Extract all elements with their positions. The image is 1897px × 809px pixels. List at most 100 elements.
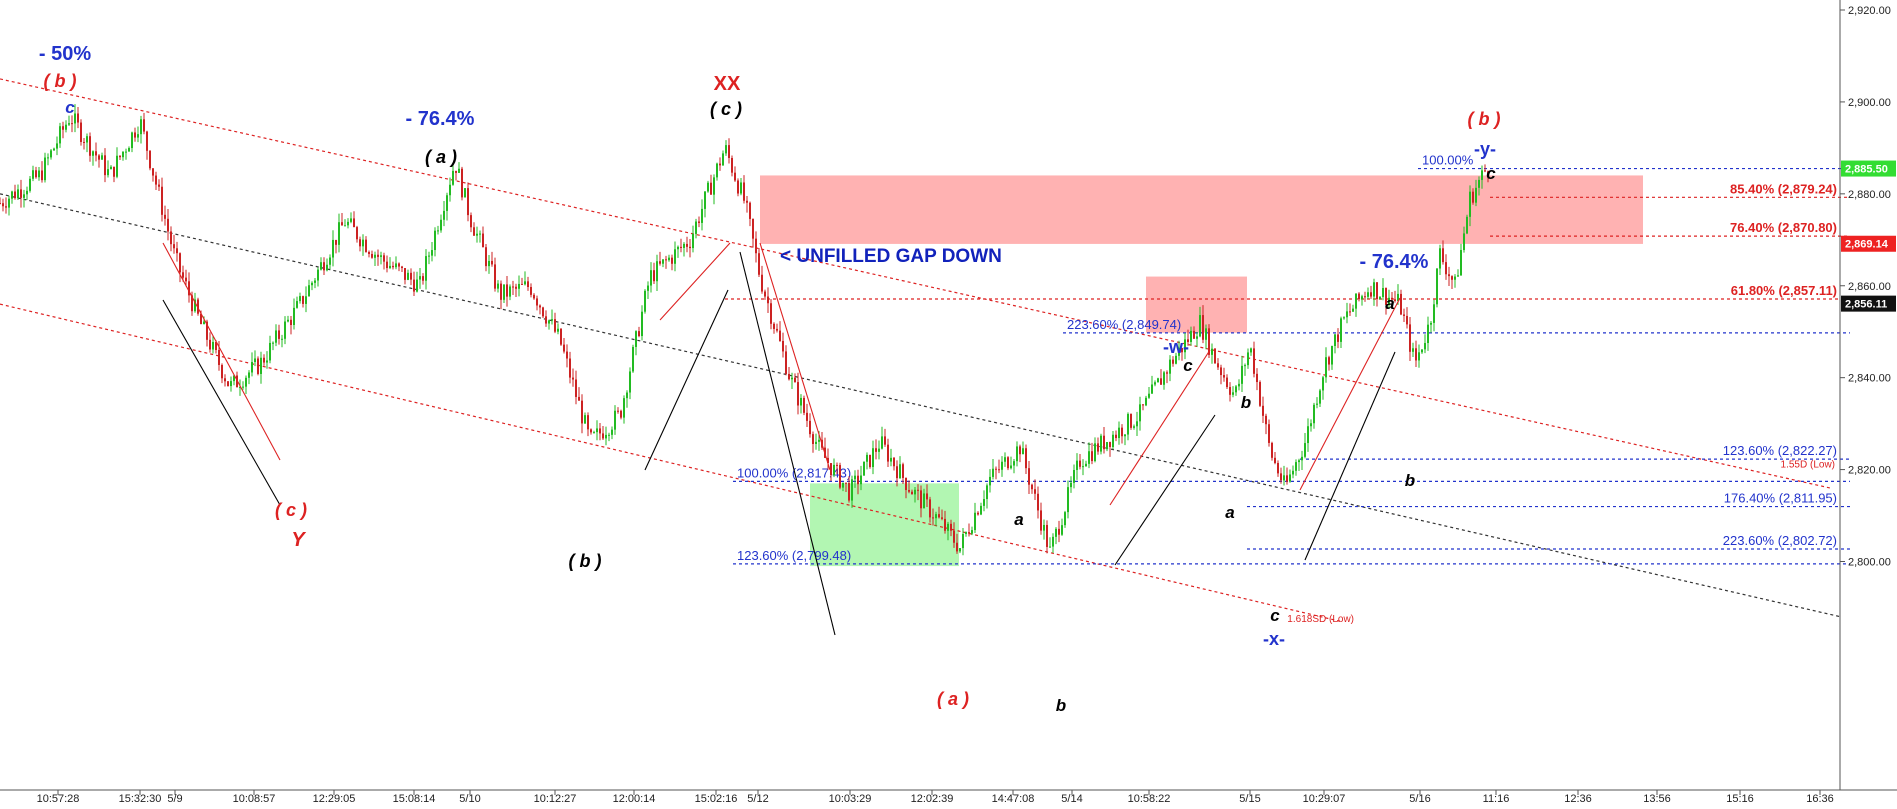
candle-body (1184, 339, 1186, 353)
candle-body (1187, 339, 1189, 342)
candle-body (749, 202, 751, 219)
candle-body (869, 454, 871, 468)
candle-body (104, 155, 106, 176)
candle-body (527, 281, 529, 287)
candle-body (941, 517, 943, 519)
candle-body (1283, 475, 1285, 481)
candle-body (1148, 393, 1150, 398)
wave-label-7: ( b ) (569, 551, 602, 571)
candle-body (23, 194, 25, 198)
candle-body (2, 203, 4, 207)
candle-body (863, 461, 865, 476)
candle-body (1322, 377, 1324, 391)
candle-body (752, 218, 754, 239)
candle-body (908, 489, 910, 492)
candle-body (386, 261, 388, 269)
candle-body (746, 200, 748, 203)
candle-body (1238, 383, 1240, 387)
candle-body (14, 191, 16, 199)
candle-body (530, 286, 532, 295)
candle-body (392, 265, 394, 268)
candle-body (1484, 170, 1486, 172)
candle-body (1208, 328, 1210, 355)
candle-body (893, 457, 895, 467)
candle-body (1451, 276, 1453, 280)
candle-body (50, 150, 52, 158)
candle-body (719, 163, 721, 166)
candle-body (953, 530, 955, 543)
candle-body (1235, 386, 1237, 393)
candle-body (554, 319, 556, 332)
candle-body (1376, 282, 1378, 300)
candle-body (635, 331, 637, 347)
wave-label-13: -w- (1163, 337, 1189, 357)
candle-body (911, 491, 913, 495)
candle-body (1043, 524, 1045, 531)
candle-body (608, 434, 610, 436)
candle-body (425, 256, 427, 281)
price-tag-2 (1841, 295, 1896, 312)
candle-body (743, 182, 745, 201)
candle-body (428, 255, 430, 257)
candle-body (293, 307, 295, 325)
candle-body (149, 150, 151, 169)
channel-layer: 1.55D (Low) 1.618SD (Low) (0, 78, 1841, 625)
zone-1 (1146, 276, 1247, 333)
candle-body (146, 131, 148, 151)
candle-body (845, 482, 847, 484)
candle-body (314, 280, 316, 283)
candle-body (1457, 275, 1459, 277)
candle-body (521, 283, 523, 285)
x-tick-label: 16:36 (1806, 793, 1834, 804)
candle-body (17, 189, 19, 199)
x-tick-label: 5/16 (1409, 793, 1430, 804)
candle-body (599, 428, 601, 434)
candle-body (1358, 293, 1360, 300)
candle-body (1100, 435, 1102, 452)
candle-body (596, 428, 598, 433)
candle-body (1355, 293, 1357, 309)
candle-body (263, 357, 265, 363)
candle-body (1088, 451, 1090, 464)
candle-body (1304, 443, 1306, 457)
price-tag-0 (1841, 160, 1896, 177)
candle-body (1049, 546, 1051, 548)
candle-body (722, 153, 724, 166)
candle-body (1073, 469, 1075, 483)
candle-body (644, 290, 646, 312)
candle-body (200, 313, 202, 325)
channel-line-upper (0, 78, 1831, 489)
trend-line-4 (759, 242, 831, 471)
candle-body (1343, 317, 1345, 319)
candle-body (1325, 357, 1327, 378)
level-label-0: 100.00% (1422, 153, 1474, 168)
candle-body (452, 170, 454, 185)
candle-body (656, 261, 658, 282)
candle-body (1439, 248, 1441, 269)
candle-body (551, 319, 553, 321)
candle-body (473, 227, 475, 236)
candle-body (896, 466, 898, 479)
x-tick-label: 10:03:29 (829, 793, 872, 804)
candle-body (779, 330, 781, 341)
candle-body (494, 264, 496, 289)
candle-body (1133, 426, 1135, 428)
candle-body (275, 330, 277, 343)
candle-body (899, 464, 901, 479)
candle-body (686, 243, 688, 247)
candle-body (98, 155, 100, 160)
candle-body (122, 151, 124, 158)
candle-body (512, 286, 514, 288)
wave-label-3: - 76.4% (406, 108, 475, 130)
candle-body (1091, 451, 1093, 462)
candle-body (188, 281, 190, 296)
candle-body (68, 123, 70, 125)
candle-body (1061, 525, 1063, 535)
candle-body (992, 468, 994, 477)
level-label-4: 223.60% (2,849.74) (1067, 317, 1181, 332)
candle-body (1196, 336, 1198, 339)
candle-body (461, 168, 463, 198)
candle-body (1064, 512, 1066, 526)
candle-body (362, 239, 364, 247)
